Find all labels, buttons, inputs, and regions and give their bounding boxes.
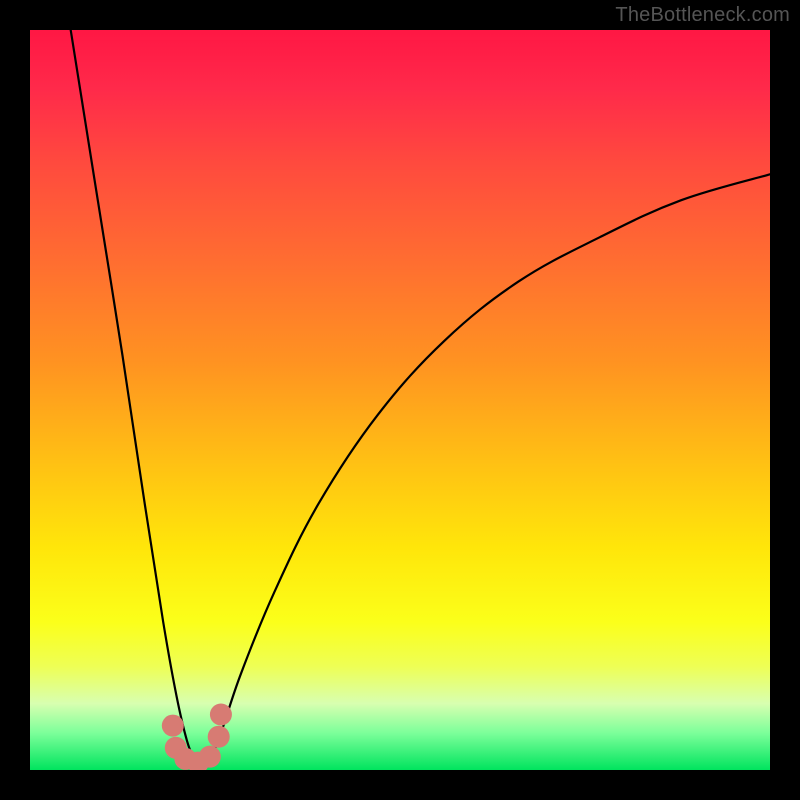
gradient-background	[30, 30, 770, 770]
valley-marker	[162, 715, 184, 737]
source-watermark: TheBottleneck.com	[615, 4, 790, 27]
valley-marker	[210, 704, 232, 726]
bottleneck-chart	[0, 0, 800, 800]
valley-marker	[199, 746, 221, 768]
valley-marker	[208, 726, 230, 748]
